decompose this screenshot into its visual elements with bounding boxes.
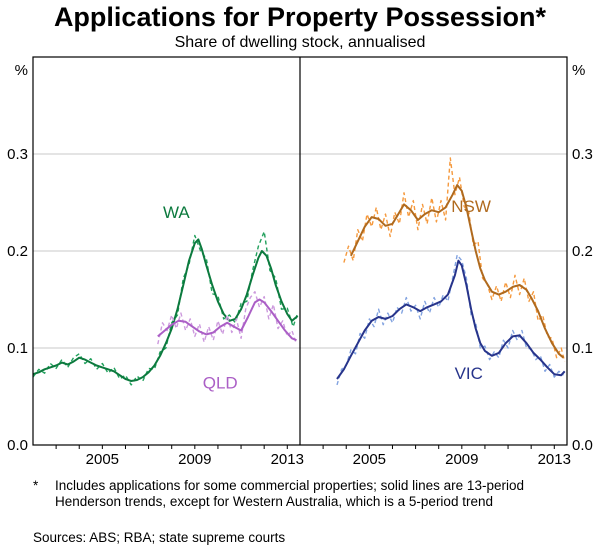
y-unit-right: % [572,62,585,79]
y-tick-label-right: 0.1 [572,340,593,357]
y-tick-label-right: 0.0 [572,437,593,454]
series-wa-monthly [32,230,299,386]
series-label-wa: WA [163,203,190,222]
y-tick-label-left: 0.2 [7,243,28,260]
chart-footnote: * Includes applications for some commerc… [33,478,563,511]
series-vic-trend [336,259,566,380]
y-tick-label-left: 0.3 [7,146,28,163]
footnote-marker: * [33,478,39,493]
series-wa-trend [32,238,299,382]
series-label-vic: VIC [455,364,483,383]
x-tick-label: 2005 [353,451,386,468]
series-vic-monthly [336,254,564,386]
x-tick-label: 2005 [86,451,119,468]
chart-sources: Sources: ABS; RBA; state supreme courts [33,530,286,545]
y-tick-label-left: 0.0 [7,437,28,454]
series-label-qld: QLD [203,374,238,393]
chart-subtitle: Share of dwelling stock, annualised [174,34,426,51]
series-nsw-trend [349,184,565,359]
series-qld-monthly [157,291,298,345]
series-label-nsw: NSW [451,197,491,216]
series-qld-trend [157,298,297,342]
y-tick-label-right: 0.2 [572,243,593,260]
chart-title: Applications for Property Possession* [53,2,547,32]
x-tick-label: 2009 [445,451,478,468]
x-tick-label: 2009 [178,451,211,468]
y-unit-left: % [15,62,28,79]
x-tick-label: 2013 [271,451,304,468]
y-tick-label-right: 0.3 [572,146,593,163]
footnote-text: Includes applications for some commercia… [55,478,524,510]
x-tick-label: 2013 [538,451,571,468]
y-tick-label-left: 0.1 [7,340,28,357]
series-nsw-monthly [343,157,566,362]
